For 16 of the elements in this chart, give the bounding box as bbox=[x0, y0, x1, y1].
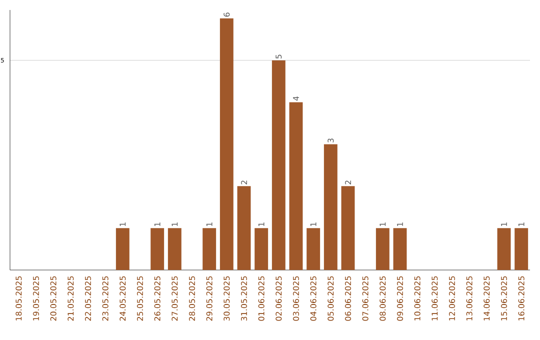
bar bbox=[220, 18, 234, 270]
bar bbox=[168, 228, 182, 270]
bar bbox=[393, 228, 407, 270]
bar bbox=[150, 228, 164, 270]
bar bbox=[289, 102, 303, 270]
bar bbox=[341, 186, 355, 270]
bar bbox=[306, 228, 320, 270]
bar bbox=[237, 186, 251, 270]
bar bbox=[514, 228, 528, 270]
bar bbox=[272, 60, 286, 270]
bar bbox=[254, 228, 268, 270]
bar bbox=[497, 228, 511, 270]
bar bbox=[324, 144, 338, 270]
bar bbox=[116, 228, 130, 270]
bar bbox=[202, 228, 216, 270]
bar bbox=[376, 228, 390, 270]
